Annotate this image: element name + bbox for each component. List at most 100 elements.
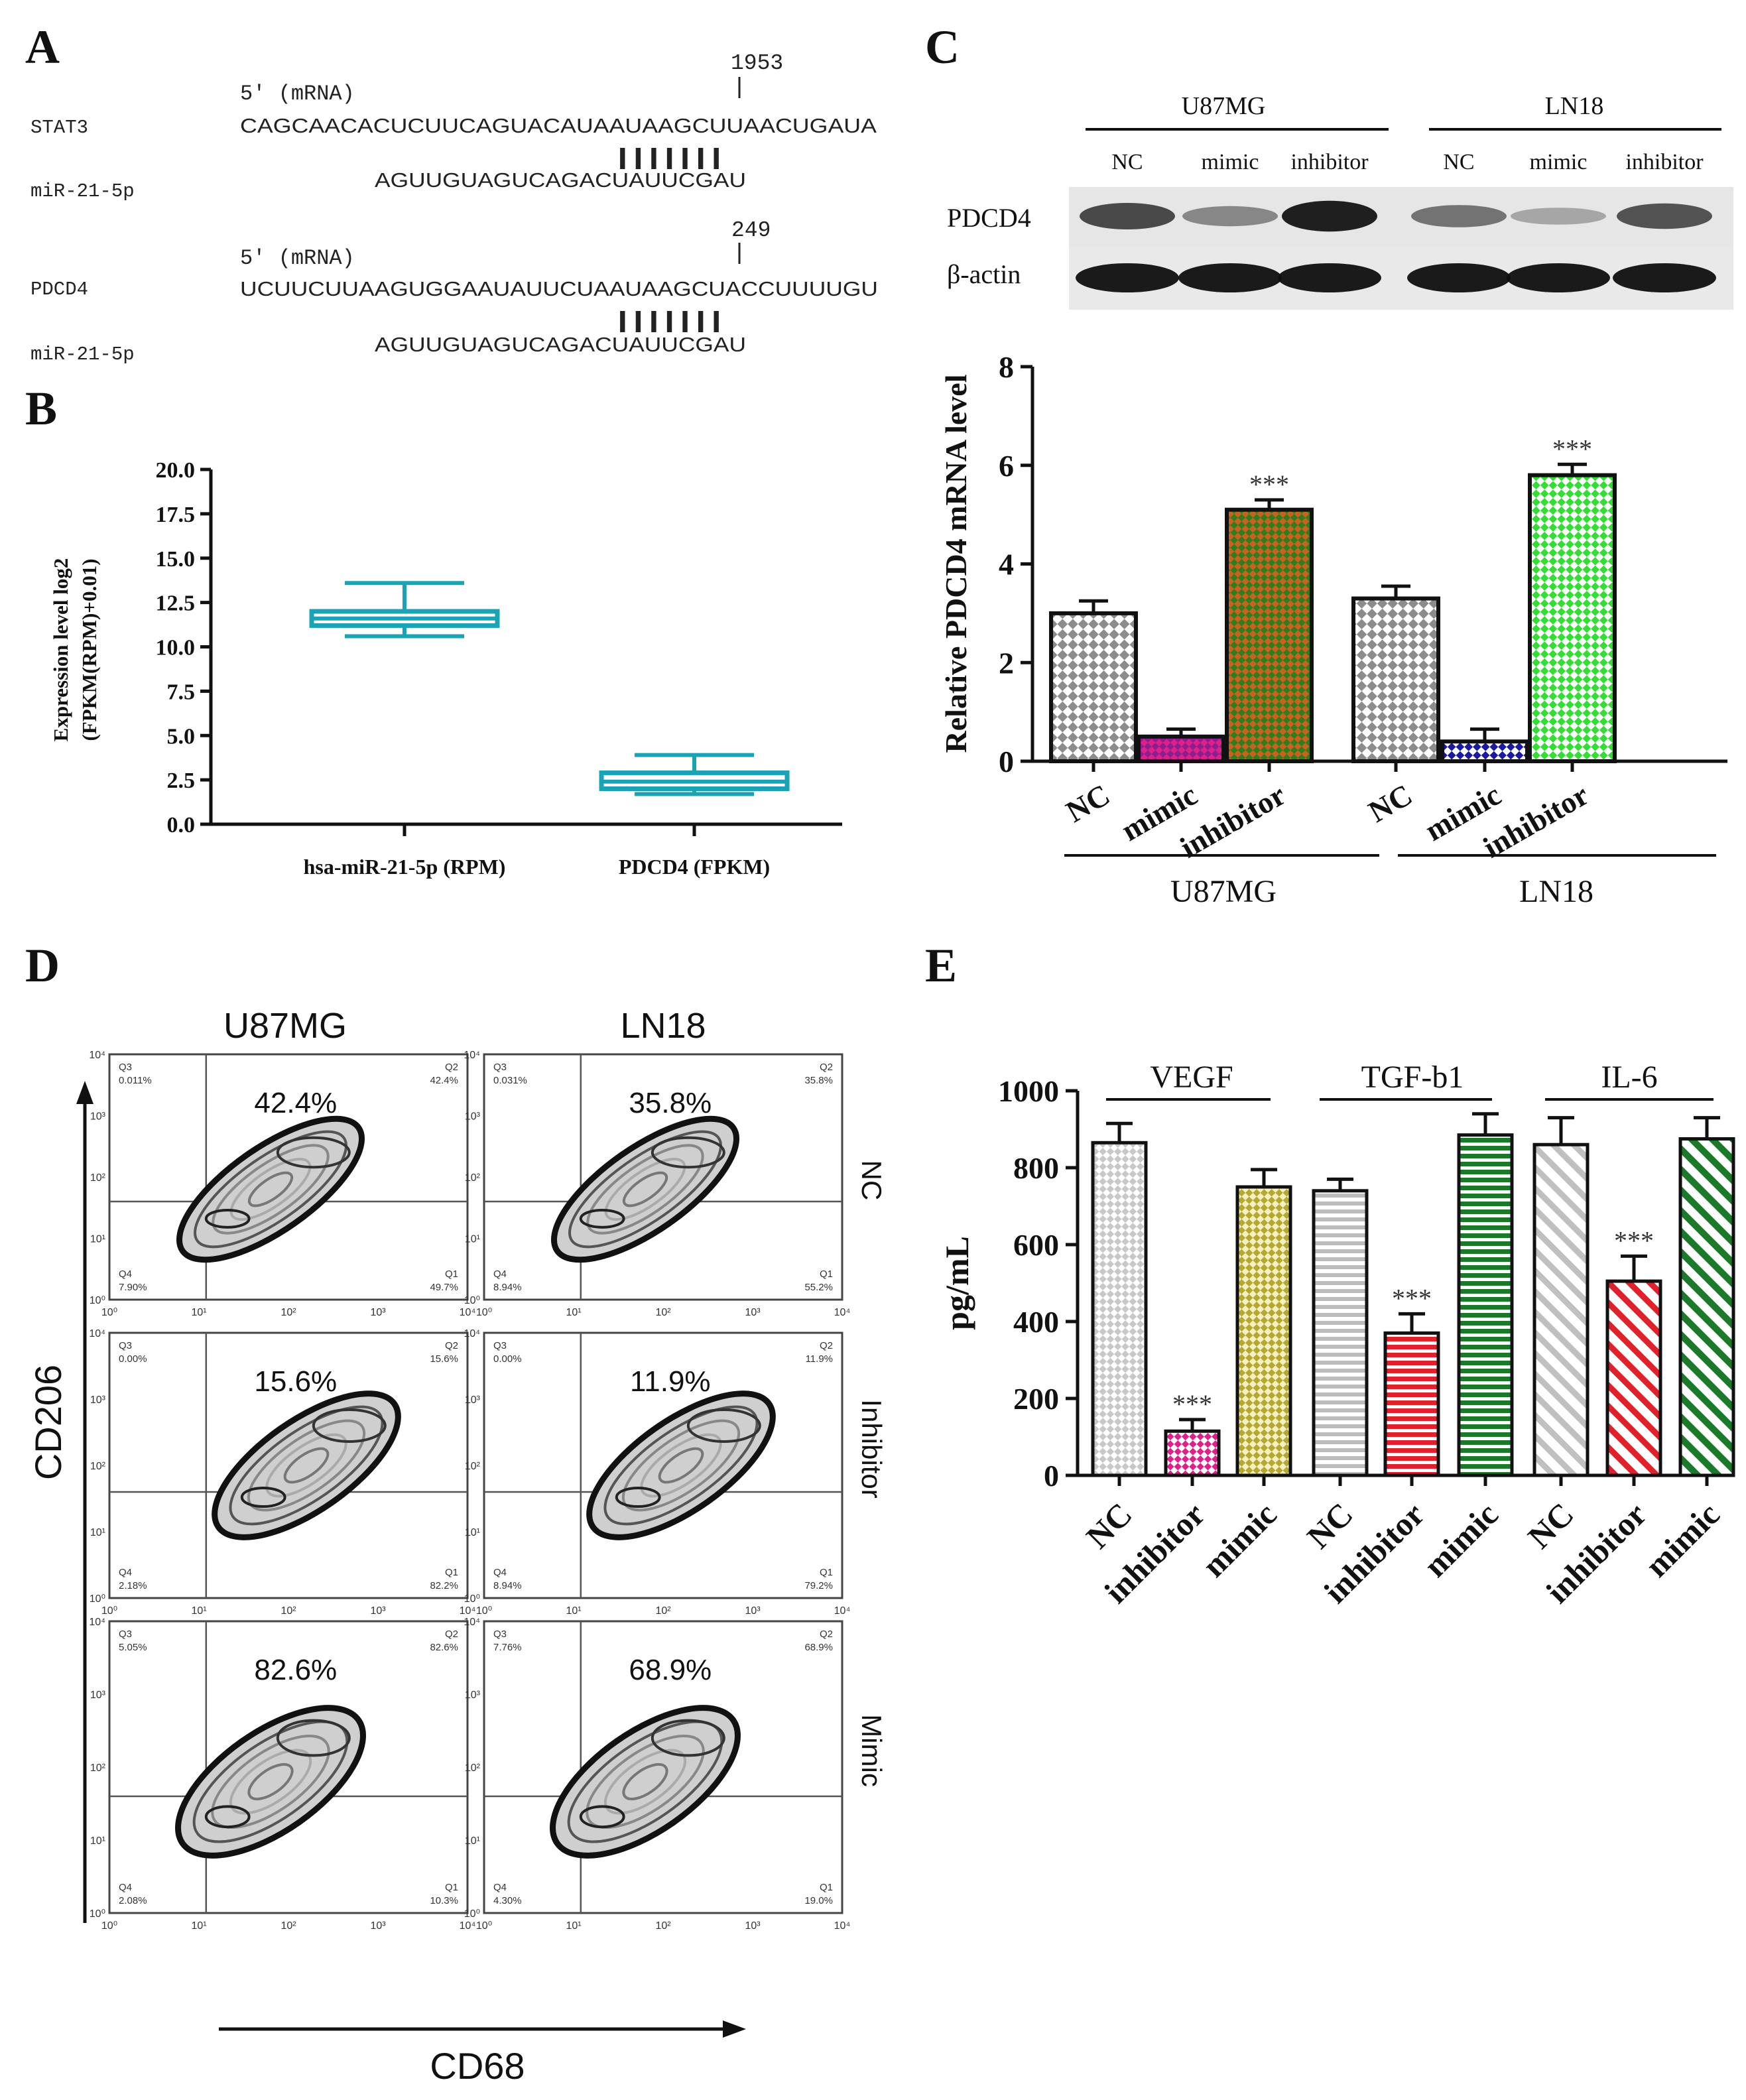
e-significance-stars: ***	[1172, 1389, 1212, 1419]
stat3-mirna-label: miR-21-5p	[31, 180, 135, 202]
e-ytick-label: 200	[1013, 1382, 1059, 1416]
blot-lane-label: NC	[1443, 150, 1474, 174]
e-xtick-label: NC	[1079, 1495, 1139, 1556]
facs-contour	[265, 1433, 347, 1498]
facs-q2-label: Q2	[445, 1340, 458, 1351]
panel-b-boxplot: Expression level log2 (FPKM(RPM)+0.01) h…	[49, 458, 842, 879]
b-ylabel-line2: (FPKM(RPM)+0.01)	[78, 558, 101, 741]
b-xtick-label: PDCD4 (FPKM)	[619, 855, 770, 879]
blot-band-actin	[1507, 263, 1610, 292]
facs-q3-value: 7.76%	[493, 1642, 522, 1653]
facs-ytick-label: 10³	[465, 1690, 481, 1701]
facs-q4-value: 8.94%	[493, 1580, 522, 1591]
facs-q4-label: Q4	[119, 1268, 132, 1280]
facs-q2-label: Q2	[820, 1629, 833, 1640]
pdcd4-mirna-sequence: AGUUGUAGUCAGACUAUUCGAU	[375, 333, 746, 356]
stat3-position: 1953	[731, 51, 783, 76]
c-ytick-label: 6	[999, 449, 1014, 483]
d-x-arrowhead	[723, 2020, 746, 2038]
panel-label-e: E	[925, 939, 957, 992]
facs-ytick-label: 10³	[90, 1111, 106, 1123]
pdcd4-mirna-label: miR-21-5p	[31, 343, 135, 365]
facs-contour-lower	[579, 1208, 625, 1229]
panel-e-bar-chart: pg/mL 02004006008001000NC***inhibitormim…	[938, 1060, 1735, 1610]
e-ytick-label: 400	[1013, 1305, 1059, 1339]
b-ylabel-line1: Expression level log2	[49, 558, 72, 742]
facs-contour	[247, 1762, 294, 1801]
facs-ytick-label: 10⁰	[464, 1593, 480, 1605]
facs-q4-label: Q4	[493, 1268, 507, 1280]
facs-ytick-label: 10⁴	[464, 1050, 480, 1061]
blot-row-actin: β-actin	[947, 259, 1021, 289]
e-significance-stars: ***	[1614, 1225, 1654, 1255]
facs-contour	[658, 1447, 704, 1484]
blot-group-u87mg: U87MG	[1182, 92, 1266, 120]
facs-q2-label: Q2	[445, 1629, 458, 1640]
d-ylabel: CD206	[27, 1365, 69, 1480]
facs-xtick-label: 10⁴	[460, 1920, 476, 1932]
facs-ytick-label: 10²	[465, 1461, 481, 1472]
facs-xtick-label: 10⁰	[101, 1920, 117, 1932]
facs-q4-label: Q4	[119, 1567, 132, 1578]
e-ytick-label: 1000	[998, 1074, 1059, 1108]
e-bar	[1235, 1185, 1292, 1477]
c-group-label: LN18	[1519, 874, 1593, 909]
e-xtick-label: NC	[1300, 1495, 1360, 1556]
facs-contour	[640, 1433, 722, 1498]
facs-q2-percent: 11.9%	[630, 1365, 711, 1398]
blot-lane-label: inhibitor	[1625, 150, 1704, 174]
facs-ytick-label: 10⁴	[89, 1617, 105, 1628]
facs-q2-percent: 35.8%	[629, 1087, 712, 1119]
e-bar	[1312, 1189, 1369, 1477]
facs-q1-value: 82.2%	[430, 1580, 458, 1591]
blot-band-actin	[1407, 263, 1511, 292]
facs-q4-label: Q4	[493, 1567, 507, 1578]
facs-q2-percent: 15.6%	[254, 1365, 337, 1398]
d-col-title: U87MG	[223, 1006, 347, 1046]
facs-plot: 42.4% Q3 0.011% Q2 42.4% Q4 7.90% Q1 49.7% 10⁰10⁰…	[89, 1050, 475, 1318]
panel-label-a: A	[25, 21, 60, 74]
facs-plot: 35.8% Q3 0.031% Q2 35.8% Q4 8.94% Q1 55.2% 10⁰10⁰…	[464, 1050, 850, 1318]
facs-contour	[568, 1130, 722, 1249]
panel-label-d: D	[25, 939, 60, 992]
facs-xtick-label: 10³	[745, 1605, 761, 1617]
facs-q1-value: 49.7%	[430, 1282, 458, 1293]
facs-contour-upper	[651, 1136, 725, 1169]
facs-contour-lower	[615, 1487, 661, 1508]
facs-q2-label: Q2	[445, 1062, 458, 1073]
facs-q4-value: 2.18%	[119, 1580, 147, 1591]
pdcd4-gene-label: PDCD4	[31, 278, 88, 300]
b-ytick-label: 5.0	[167, 724, 196, 749]
facs-q4-label: Q4	[119, 1882, 132, 1893]
e-xtick-label: mimic	[1638, 1495, 1727, 1584]
facs-contour	[603, 1405, 759, 1526]
stat3-mirna-sequence: AGUUGUAGUCAGACUAUUCGAU	[375, 168, 746, 192]
e-bar	[1678, 1137, 1735, 1477]
panel-a-alignment: 1953 5' (mRNA) STAT3 CAGCAACACUCUUCAGUAC…	[31, 51, 878, 365]
c-bar	[1528, 473, 1617, 763]
b-ytick-label: 12.5	[156, 591, 196, 616]
facs-xtick-label: 10²	[655, 1920, 671, 1932]
facs-q4-value: 7.90%	[119, 1282, 147, 1293]
facs-contour	[283, 1447, 330, 1484]
blot-band-actin	[1613, 263, 1716, 292]
blot-lane-label: mimic	[1202, 150, 1259, 174]
facs-q2-value: 35.8%	[804, 1075, 833, 1086]
facs-contour	[604, 1157, 686, 1221]
b-ytick-label: 0.0	[167, 813, 196, 837]
e-group-label: VEGF	[1150, 1060, 1233, 1095]
facs-q4-value: 2.08%	[119, 1895, 147, 1906]
facs-xtick-label: 10¹	[191, 1605, 206, 1617]
facs-contour	[622, 1762, 668, 1801]
facs-ytick-label: 10²	[90, 1172, 106, 1184]
facs-q3-label: Q3	[493, 1629, 507, 1640]
panel-d-flow-cytometry: U87MG LN18 CD206 CD68 NC Inhibitor Mimic…	[27, 1006, 887, 2087]
facs-ytick-label: 10⁴	[464, 1617, 480, 1628]
facs-q4-value: 4.30%	[493, 1895, 522, 1906]
e-bar	[1457, 1133, 1514, 1477]
facs-contour	[212, 1144, 330, 1235]
stat3-prime-label: 5' (mRNA)	[240, 82, 355, 106]
facs-xtick-label: 10²	[281, 1920, 296, 1932]
facs-ytick-label: 10²	[90, 1762, 106, 1774]
